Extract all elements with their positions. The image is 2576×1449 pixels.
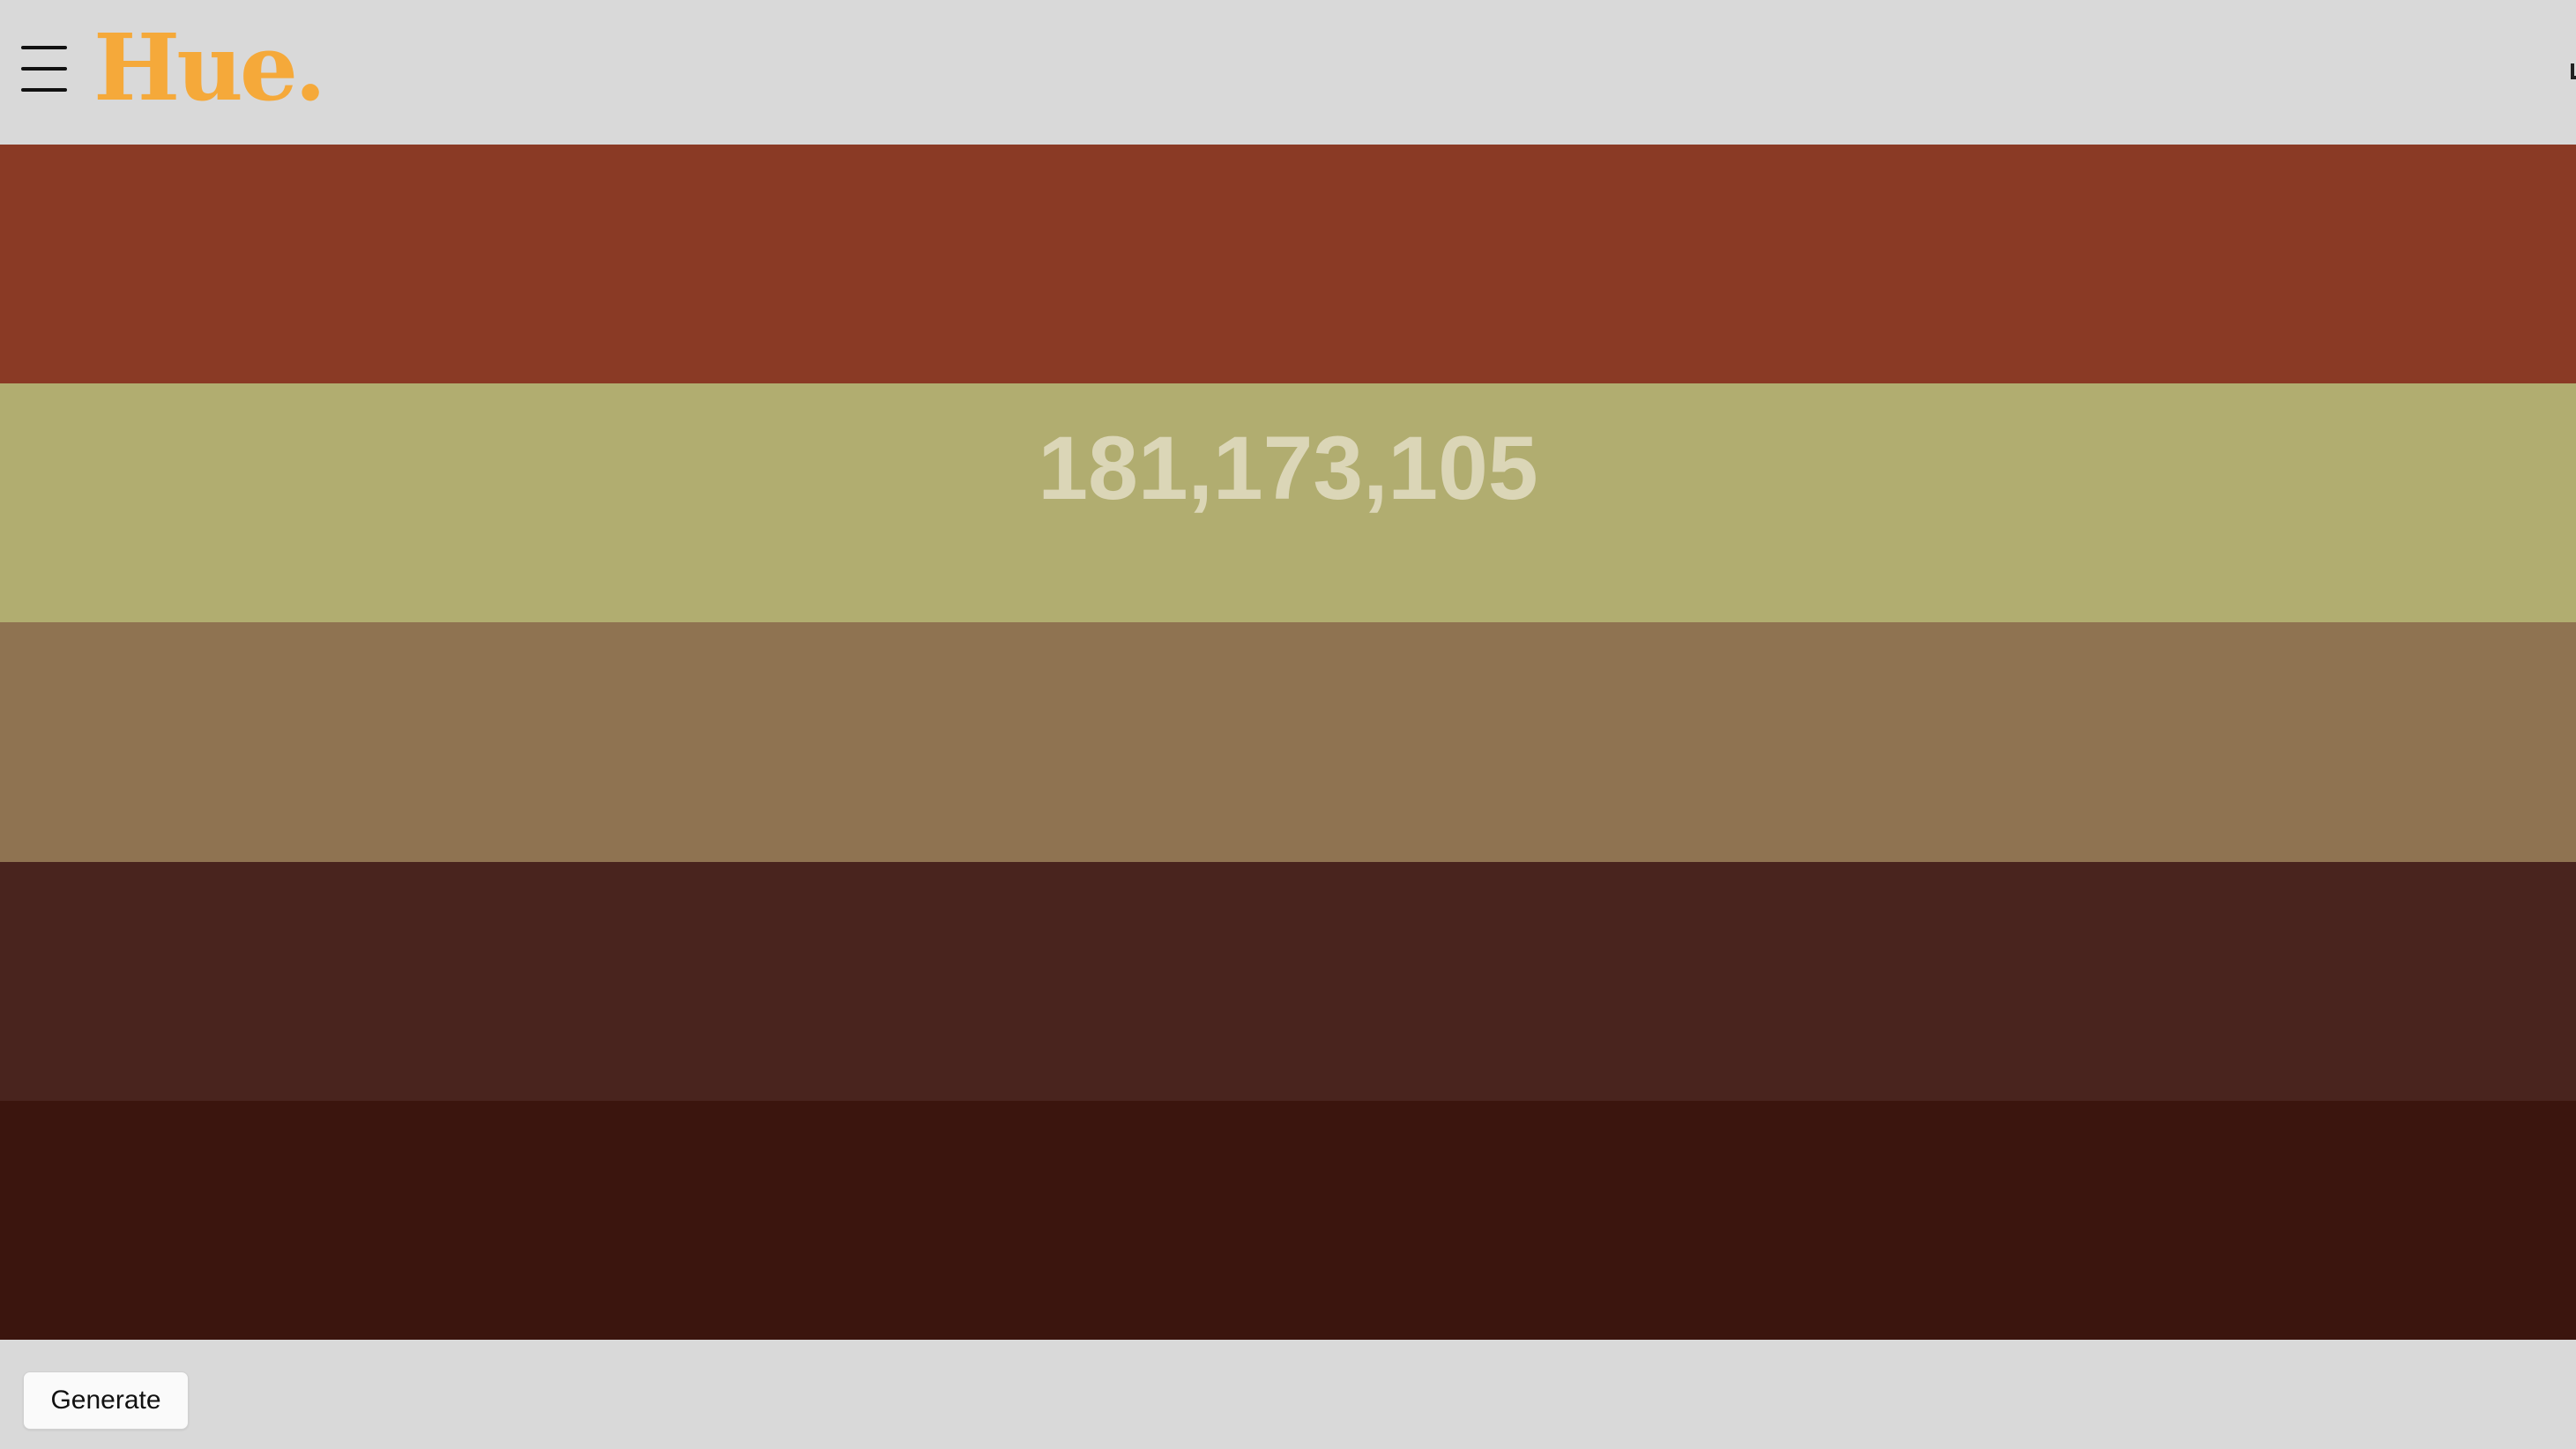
- hamburger-menu-icon[interactable]: [21, 46, 67, 92]
- app-logo[interactable]: Hue.: [93, 13, 326, 122]
- app-footer: Generate: [0, 1340, 2576, 1449]
- menu-line: [21, 46, 67, 49]
- color-stripe-4[interactable]: [0, 861, 2576, 1101]
- color-stripe-2[interactable]: 181,173,105: [0, 383, 2576, 623]
- color-palette: 181,173,105: [0, 145, 2576, 1340]
- color-stripe-3[interactable]: [0, 622, 2576, 862]
- menu-line: [21, 67, 67, 71]
- generate-button[interactable]: Generate: [23, 1371, 189, 1430]
- menu-line: [21, 88, 67, 92]
- color-stripe-1[interactable]: [0, 145, 2576, 384]
- app-header: Hue.: [0, 0, 2576, 145]
- edge-corner-icon: [2571, 63, 2576, 79]
- color-stripe-5[interactable]: [0, 1100, 2576, 1340]
- color-stripe-label: 181,173,105: [1038, 418, 1538, 519]
